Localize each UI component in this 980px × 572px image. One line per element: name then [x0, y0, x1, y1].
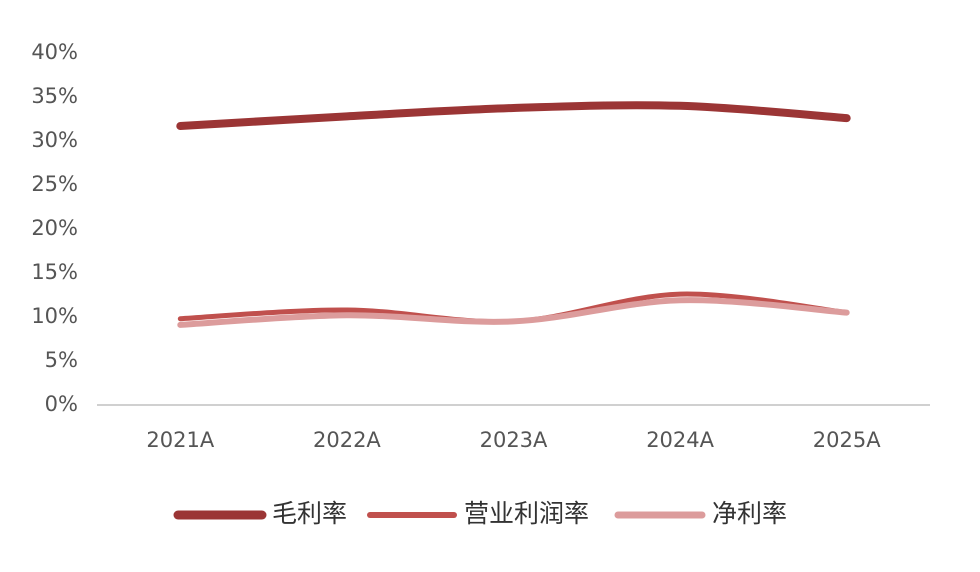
y-tick-label: 10%	[31, 304, 78, 328]
y-tick-label: 0%	[45, 392, 78, 416]
y-tick-label: 35%	[31, 84, 78, 108]
x-tick-label: 2022A	[313, 428, 381, 452]
legend-text: 净利率	[712, 499, 787, 528]
x-tick-label: 2025A	[813, 428, 881, 452]
y-tick-label: 5%	[45, 348, 78, 372]
y-tick-label: 25%	[31, 172, 78, 196]
legend-text: 毛利率	[272, 499, 347, 528]
y-tick-label: 20%	[31, 216, 78, 240]
x-tick-label: 2021A	[146, 428, 214, 452]
series-line	[177, 297, 850, 328]
x-tick-label: 2024A	[646, 428, 714, 452]
legend-text: 营业利润率	[464, 499, 589, 528]
series-line	[176, 101, 851, 131]
x-tick-label: 2023A	[480, 428, 548, 452]
y-tick-label: 30%	[31, 128, 78, 152]
y-tick-label: 15%	[31, 260, 78, 284]
y-tick-label: 40%	[31, 40, 78, 64]
